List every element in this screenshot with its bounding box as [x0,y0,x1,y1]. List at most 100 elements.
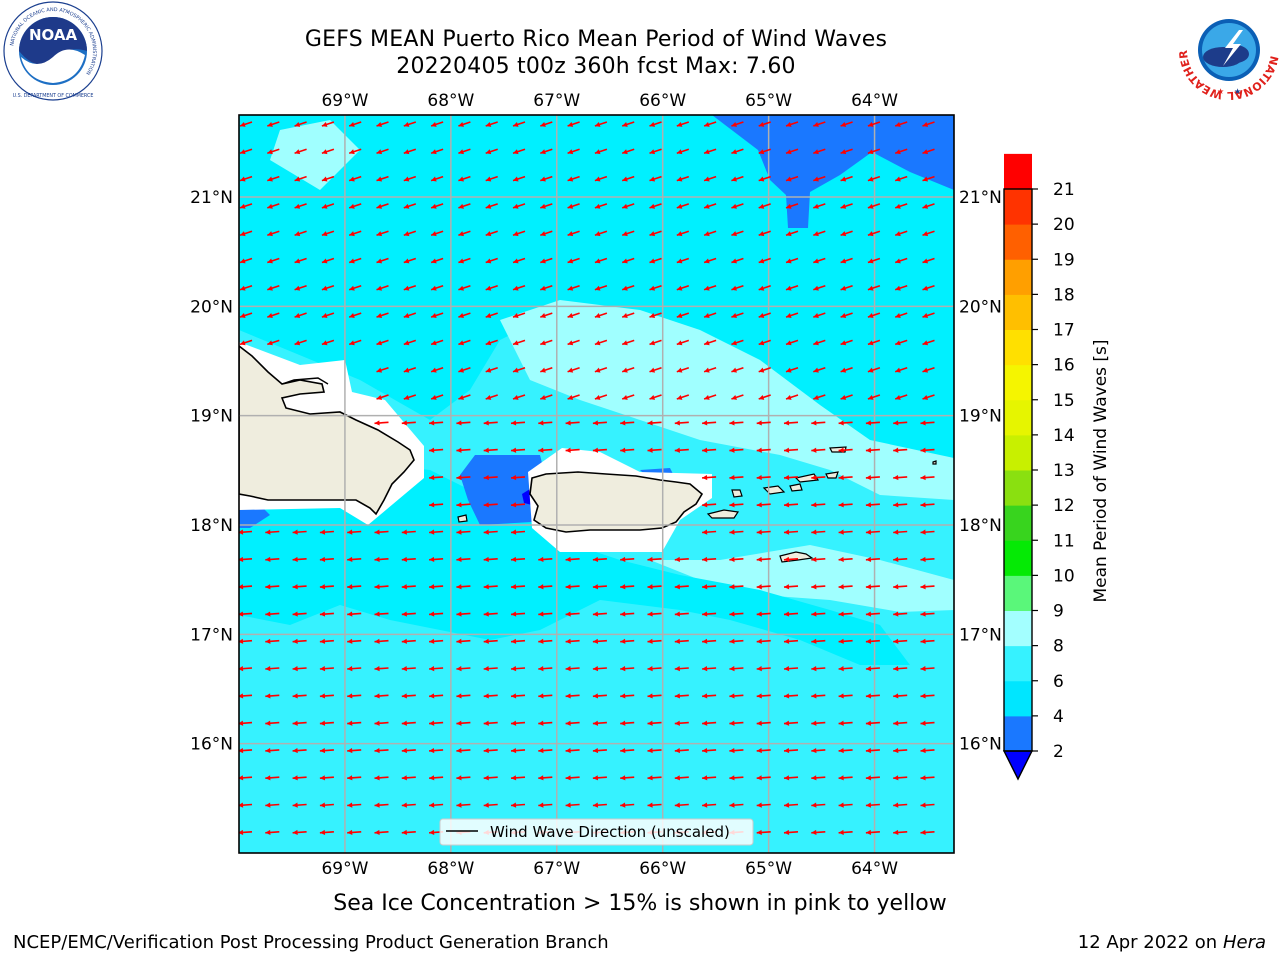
wave-arrow [811,775,826,781]
wave-arrow [265,747,280,754]
wave-arrow [703,257,717,264]
wave-arrow [649,175,662,182]
wave-arrow [267,148,280,155]
longitude-label: 64°W [851,859,898,879]
wave-arrow [758,148,771,155]
wave-arrow [348,312,362,318]
wave-arrow [756,474,771,481]
wave-arrow [292,775,307,781]
wave-arrow [649,339,662,346]
wave-arrow [540,339,553,346]
field-2-4-mona [460,455,545,525]
wave-arrow [510,775,526,781]
latitude-label: 20°N [959,297,1002,317]
wave-arrow [758,312,771,318]
wave-arrow [429,638,444,644]
wave-arrow [429,447,444,453]
wave-arrow [838,638,853,644]
wave-arrow [922,175,935,182]
wave-arrow [676,203,690,209]
wave-arrow [239,638,253,644]
wave-arrow [592,638,607,644]
wave-arrow [565,666,580,672]
wave-arrow [674,447,689,453]
wave-arrow [783,474,799,481]
footer-host: Hera [1222,932,1266,953]
wave-arrow [811,584,826,590]
wave-arrow [429,584,444,590]
wave-arrow [758,339,771,346]
wave-arrow [374,802,389,808]
wave-arrow [785,312,799,318]
wave-arrow [292,529,307,535]
wave-arrow [621,230,635,237]
wave-arrow [265,611,280,617]
wave-arrow [783,502,799,508]
wave-arrow [430,230,444,237]
wave-arrow [783,556,799,563]
wave-arrow [267,203,280,209]
wave-arrow [239,720,253,726]
wave-arrow [376,394,389,400]
wave-arrow [265,693,280,699]
wave-arrow [403,230,417,237]
wave-arrow [239,666,253,672]
wave-arrow [510,611,526,617]
wave-arrow [894,203,908,209]
wave-arrow [594,121,608,127]
wave-arrow [430,366,444,373]
wave-arrow [731,203,744,209]
wave-arrow [265,775,280,781]
wave-arrow [676,230,690,237]
wave-arrow [401,638,416,644]
wave-arrow [756,584,771,590]
wave-arrow [483,556,498,563]
colorbar: 2 4 6 8 9 10 11 12 13 14 15 16 17 18 19 20 21 [1002,153,1075,781]
wave-arrow [702,720,717,726]
wave-arrow [893,775,908,781]
wave-arrow [702,775,717,781]
wave-arrow [456,420,471,426]
wave-arrow [347,666,362,672]
wave-arrow [239,584,253,590]
wave-arrow [458,257,471,264]
wave-arrow [867,203,881,209]
wave-arrow [785,394,799,400]
wave-arrow [649,312,662,318]
wave-arrow [838,747,853,754]
wave-arrow [676,148,690,155]
noaa-wordmark: NOAA [29,26,78,44]
wave-arrow [540,148,553,155]
colorbar-segment [1004,294,1032,330]
wave-arrow [922,312,935,318]
wave-arrow [811,666,826,672]
wave-arrow [485,148,498,155]
wave-arrow [567,366,580,373]
wave-arrow [403,203,417,209]
wave-arrow [319,747,334,754]
wave-arrow [674,420,689,426]
longitude-label: 67°W [533,91,580,111]
wave-arrow [621,121,635,127]
wave-arrow [430,121,444,127]
wave-arrow [512,339,526,346]
wave-arrow [456,693,471,699]
wave-arrow [594,366,608,373]
wave-arrow [813,121,826,127]
wave-arrow [239,203,253,209]
wave-arrow [729,720,744,726]
wave-arrow [292,556,307,563]
wave-arrow [785,230,799,237]
wave-arrow [840,339,853,346]
wave-arrow [729,556,744,563]
wave-arrow [620,420,635,426]
wave-arrow [838,666,853,672]
wave-arrow [649,285,662,291]
wave-arrow [838,802,853,808]
field-2-4-north [712,115,954,228]
latitude-label: 18°N [959,516,1002,536]
wave-arrow [865,638,880,644]
latitude-label: 21°N [190,188,233,208]
wave-arrow [592,611,607,617]
wave-arrow [239,802,253,808]
